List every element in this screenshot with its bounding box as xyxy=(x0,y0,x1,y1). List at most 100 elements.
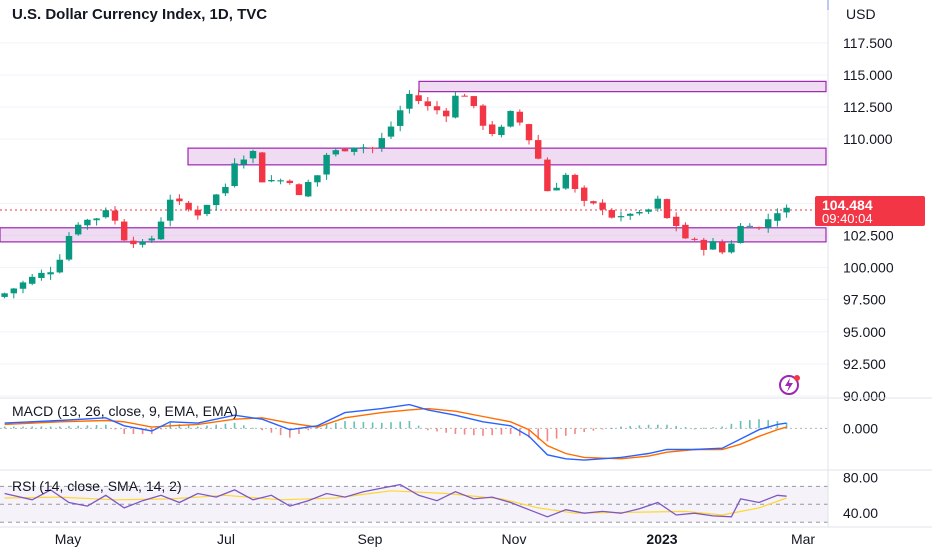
candle-body xyxy=(56,259,64,273)
candle-body xyxy=(461,95,468,97)
candle-body xyxy=(718,242,726,253)
macd-histogram-bar xyxy=(638,425,641,429)
macd-histogram-bar xyxy=(473,428,475,436)
candle-body xyxy=(19,282,27,289)
candle-body xyxy=(406,93,413,109)
rsi-pane: 80.00 40.00 xyxy=(0,469,932,523)
macd-histogram-bar xyxy=(270,428,273,433)
macd-tick-label: 0.000 xyxy=(843,420,878,436)
price-zone xyxy=(418,80,827,93)
candle-body xyxy=(433,106,441,111)
last-price-value: 104.484 xyxy=(822,197,873,213)
time-tick-label: Jul xyxy=(217,531,235,547)
macd-histogram-bar xyxy=(445,428,447,433)
macd-histogram-bar xyxy=(739,421,742,429)
candle-body xyxy=(203,204,211,215)
candle-body xyxy=(387,126,395,137)
candle-body xyxy=(774,213,781,221)
rsi-tick-label: 80.00 xyxy=(843,469,878,485)
candle-body xyxy=(323,154,330,175)
candle-body xyxy=(544,159,551,192)
macd-histogram-bar xyxy=(68,426,70,429)
candle-body xyxy=(350,147,358,152)
candle-body xyxy=(608,210,616,218)
candle-body xyxy=(626,213,634,216)
macd-histogram-bar xyxy=(298,428,300,434)
macd-histogram-bar xyxy=(132,428,135,434)
macd-histogram-bar xyxy=(712,427,714,429)
price-tick-label: 102.500 xyxy=(843,227,894,243)
macd-histogram-bar xyxy=(611,427,613,429)
candle-body xyxy=(746,225,754,227)
candle-body xyxy=(682,224,689,239)
macd-histogram-bar xyxy=(141,428,144,434)
macd-histogram-bar xyxy=(463,428,466,435)
macd-histogram-bar xyxy=(703,427,705,429)
macd-histogram-bar xyxy=(399,421,401,429)
price-tick-label: 112.500 xyxy=(843,99,893,115)
candle-body xyxy=(286,180,294,184)
macd-histogram-bar xyxy=(261,428,263,431)
candle-body xyxy=(755,227,763,229)
candle-body xyxy=(369,147,376,149)
macd-histogram-bar xyxy=(279,428,282,436)
candle-body xyxy=(130,240,137,245)
candle-body xyxy=(590,201,597,204)
candle-body xyxy=(516,111,524,123)
candle-body xyxy=(295,184,303,196)
candle-body xyxy=(74,224,82,235)
rsi-label[interactable]: RSI (14, close, SMA, 14, 2) xyxy=(12,478,182,494)
macd-histogram-bar xyxy=(500,428,503,435)
candle-body xyxy=(663,199,671,219)
candle-body xyxy=(488,124,496,134)
candle-body xyxy=(378,138,386,148)
candle-body xyxy=(599,202,606,210)
macd-label[interactable]: MACD (13, 26, close, 9, EMA, EMA) xyxy=(12,403,238,419)
candle-body xyxy=(268,180,275,182)
macd-histogram-bar xyxy=(509,428,512,434)
candle-body xyxy=(212,194,220,206)
macd-histogram-bar xyxy=(13,426,15,429)
macd-histogram-bar xyxy=(721,426,723,429)
candle-body xyxy=(185,202,192,210)
candle-body xyxy=(424,101,432,107)
candle-body xyxy=(28,276,36,284)
macd-histogram-bar xyxy=(758,419,760,429)
macd-histogram-bar xyxy=(555,428,558,439)
candle-body xyxy=(470,96,478,107)
macd-histogram-bar xyxy=(482,428,484,436)
candle-body xyxy=(231,163,238,187)
candle-body xyxy=(415,95,422,102)
price-zone xyxy=(187,147,827,166)
candle-body xyxy=(194,209,202,216)
macd-histogram-bar xyxy=(325,424,328,429)
candle-body xyxy=(737,225,744,244)
candle-body xyxy=(120,221,128,241)
macd-histogram-bar xyxy=(537,428,539,440)
candle-body xyxy=(783,207,790,213)
macd-histogram-bar xyxy=(197,426,199,429)
candle-body xyxy=(65,235,73,260)
macd-histogram-bar xyxy=(546,428,549,442)
last-price-badge: 104.484 09:40:04 xyxy=(815,196,925,226)
candle-body xyxy=(277,180,284,182)
macd-histogram-bar xyxy=(427,428,429,431)
candle-body xyxy=(258,152,266,183)
lightning-icon[interactable] xyxy=(776,374,802,396)
candle-body xyxy=(249,150,257,159)
rsi-tick-label: 40.00 xyxy=(843,505,878,521)
currency-label[interactable]: USD xyxy=(846,6,876,22)
time-tick-label: Nov xyxy=(502,531,527,547)
candlestick-series xyxy=(1,89,790,299)
candle-body xyxy=(479,105,487,126)
macd-histogram-bar xyxy=(353,421,355,429)
macd-histogram-bar xyxy=(289,428,291,438)
macd-histogram-bar xyxy=(390,422,392,429)
candle-body xyxy=(700,239,708,250)
macd-pane: 0.000 xyxy=(0,397,932,461)
macd-histogram-bar xyxy=(49,426,52,429)
macd-histogram-bar xyxy=(647,424,650,429)
candle-body xyxy=(93,218,100,221)
